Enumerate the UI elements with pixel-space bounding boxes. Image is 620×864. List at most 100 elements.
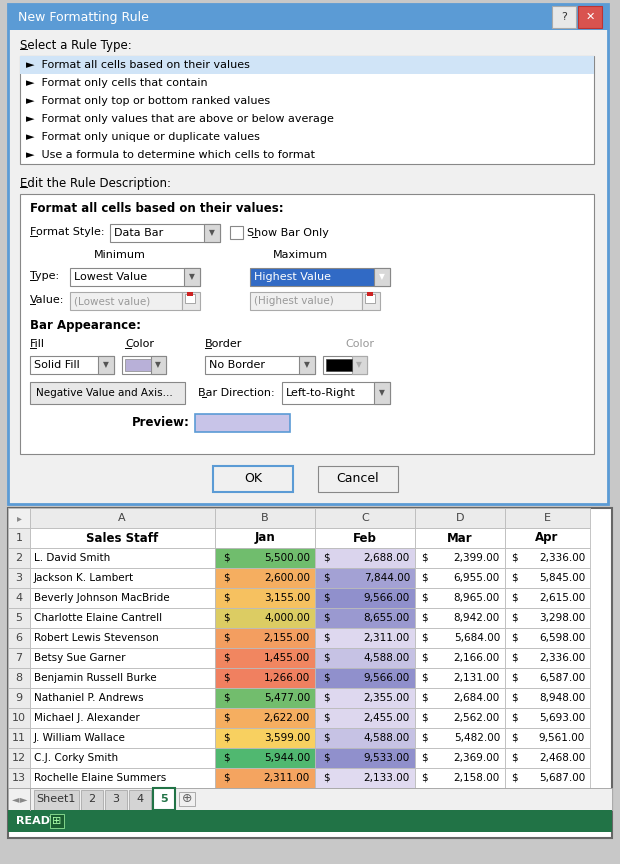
Bar bbox=[215, 648, 315, 668]
Text: $: $ bbox=[421, 673, 428, 683]
Text: 6: 6 bbox=[16, 633, 22, 643]
Text: 5,477.00: 5,477.00 bbox=[264, 693, 310, 703]
Bar bbox=[505, 648, 590, 668]
Text: Sales Staff: Sales Staff bbox=[86, 531, 158, 544]
Text: 4: 4 bbox=[16, 593, 22, 603]
Bar bbox=[215, 768, 315, 788]
Text: 2: 2 bbox=[16, 553, 22, 563]
Text: 2,562.00: 2,562.00 bbox=[454, 713, 500, 723]
Text: ▼: ▼ bbox=[379, 389, 385, 397]
Text: $: $ bbox=[421, 733, 428, 743]
Text: Jackson K. Lambert: Jackson K. Lambert bbox=[34, 573, 134, 583]
Text: $: $ bbox=[323, 653, 330, 663]
Bar bbox=[8, 4, 608, 30]
Text: 2,369.00: 2,369.00 bbox=[454, 753, 500, 763]
Text: Color: Color bbox=[125, 339, 154, 349]
Bar bbox=[30, 748, 215, 768]
Text: 4,000.00: 4,000.00 bbox=[264, 613, 310, 623]
Text: $: $ bbox=[323, 613, 330, 623]
Bar bbox=[30, 668, 215, 688]
Text: 2,336.00: 2,336.00 bbox=[539, 653, 585, 663]
Bar bbox=[8, 608, 30, 628]
Bar bbox=[374, 382, 390, 404]
Text: 4,588.00: 4,588.00 bbox=[364, 733, 410, 743]
Text: $: $ bbox=[511, 753, 518, 763]
Text: Data Bar: Data Bar bbox=[114, 228, 163, 238]
Bar bbox=[8, 728, 30, 748]
Text: Edit the Rule Description:: Edit the Rule Description: bbox=[20, 176, 171, 189]
Text: Michael J. Alexander: Michael J. Alexander bbox=[34, 713, 140, 723]
Bar bbox=[98, 356, 114, 374]
Bar bbox=[415, 528, 505, 548]
Text: (Highest value): (Highest value) bbox=[254, 296, 334, 306]
Bar bbox=[8, 788, 612, 810]
Text: ?: ? bbox=[561, 12, 567, 22]
Text: 7,844.00: 7,844.00 bbox=[364, 573, 410, 583]
Bar bbox=[315, 568, 415, 588]
Bar bbox=[505, 628, 590, 648]
Bar bbox=[8, 548, 30, 568]
Text: $: $ bbox=[223, 653, 229, 663]
Bar bbox=[20, 56, 594, 164]
Bar bbox=[315, 528, 415, 548]
Bar bbox=[30, 608, 215, 628]
Bar bbox=[8, 508, 612, 838]
Bar bbox=[365, 294, 375, 303]
Bar bbox=[315, 588, 415, 608]
Text: 3,599.00: 3,599.00 bbox=[264, 733, 310, 743]
Bar bbox=[415, 548, 505, 568]
Text: 2,399.00: 2,399.00 bbox=[454, 553, 500, 563]
Bar bbox=[315, 708, 415, 728]
Text: $: $ bbox=[421, 653, 428, 663]
Text: 6,587.00: 6,587.00 bbox=[539, 673, 585, 683]
Text: 2,133.00: 2,133.00 bbox=[364, 773, 410, 783]
Bar bbox=[505, 768, 590, 788]
Bar bbox=[205, 356, 315, 374]
Text: 2,600.00: 2,600.00 bbox=[264, 573, 310, 583]
Bar bbox=[8, 508, 30, 528]
Text: ▼: ▼ bbox=[189, 272, 195, 282]
Bar bbox=[122, 356, 166, 374]
Bar bbox=[315, 628, 415, 648]
Text: 2,622.00: 2,622.00 bbox=[264, 713, 310, 723]
Text: 1,455.00: 1,455.00 bbox=[264, 653, 310, 663]
Text: Rochelle Elaine Summers: Rochelle Elaine Summers bbox=[34, 773, 166, 783]
Bar bbox=[250, 268, 390, 286]
Text: Type:: Type: bbox=[30, 271, 59, 281]
Text: 2,311.00: 2,311.00 bbox=[364, 633, 410, 643]
Text: 8,948.00: 8,948.00 bbox=[539, 693, 585, 703]
Bar bbox=[552, 6, 576, 28]
Text: Beverly Johnson MacBride: Beverly Johnson MacBride bbox=[34, 593, 170, 603]
Text: ▼: ▼ bbox=[209, 228, 215, 238]
Bar bbox=[315, 768, 415, 788]
Bar bbox=[182, 292, 200, 310]
Text: $: $ bbox=[421, 693, 428, 703]
Text: Charlotte Elaine Cantrell: Charlotte Elaine Cantrell bbox=[34, 613, 162, 623]
Bar bbox=[187, 292, 193, 296]
Bar bbox=[415, 568, 505, 588]
Bar bbox=[505, 688, 590, 708]
Bar bbox=[215, 748, 315, 768]
Text: $: $ bbox=[421, 773, 428, 783]
Text: $: $ bbox=[511, 573, 518, 583]
Bar bbox=[505, 608, 590, 628]
Text: 3: 3 bbox=[16, 573, 22, 583]
Text: Format all cells based on their values:: Format all cells based on their values: bbox=[30, 202, 283, 215]
Bar bbox=[8, 748, 30, 768]
Bar bbox=[323, 356, 367, 374]
Bar bbox=[505, 588, 590, 608]
Bar bbox=[30, 548, 215, 568]
Text: ►  Format only values that are above or below average: ► Format only values that are above or b… bbox=[26, 114, 334, 124]
Bar bbox=[81, 790, 103, 810]
Text: 9,566.00: 9,566.00 bbox=[364, 673, 410, 683]
Text: $: $ bbox=[511, 713, 518, 723]
Text: Bar Appearance:: Bar Appearance: bbox=[30, 319, 141, 332]
Text: J. William Wallace: J. William Wallace bbox=[34, 733, 126, 743]
Text: 9,561.00: 9,561.00 bbox=[539, 733, 585, 743]
Text: $: $ bbox=[223, 573, 229, 583]
Text: D: D bbox=[456, 513, 464, 523]
Text: 10: 10 bbox=[12, 713, 26, 723]
Text: $: $ bbox=[421, 593, 428, 603]
Text: 2,355.00: 2,355.00 bbox=[364, 693, 410, 703]
Text: $: $ bbox=[223, 553, 229, 563]
